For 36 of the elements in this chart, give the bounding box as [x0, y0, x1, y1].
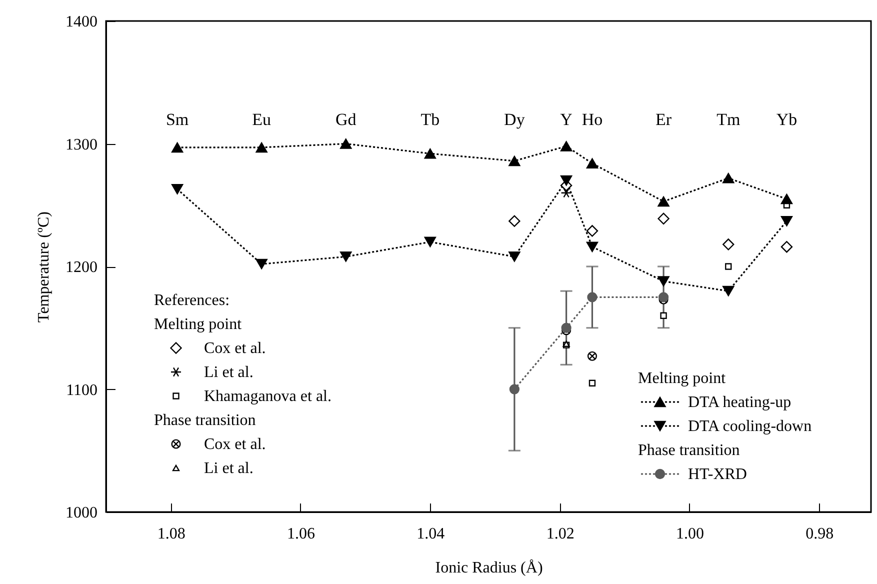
y-tick-label: 1400 [66, 14, 98, 30]
annotation: Tm [716, 110, 740, 129]
y-axis-title: Temperature (ºC) [36, 212, 52, 322]
x-tick-label: 0.98 [806, 526, 834, 542]
annotation: Ho [582, 110, 603, 129]
x-tick-label: 1.00 [676, 526, 704, 542]
annotation: References: [154, 292, 230, 309]
annotation: Eu [252, 110, 272, 129]
annotation: Sm [166, 110, 189, 129]
annotation: Melting point [638, 370, 726, 387]
annotation: Melting point [154, 316, 242, 333]
x-tick-label: 1.06 [286, 526, 315, 542]
x-axis-title: Ionic Radius (Å) [435, 558, 543, 576]
legend-label: Li et al. [204, 364, 254, 381]
annotation: Dy [504, 110, 526, 129]
x-tick-label: 1.04 [416, 526, 445, 542]
annotation: Yb [776, 110, 798, 129]
legend-label: Khamaganova et al. [204, 388, 332, 405]
y-tick-label: 1000 [66, 504, 98, 522]
legend-label: HT-XRD [688, 466, 747, 483]
x-tick-label: 1.02 [546, 526, 574, 542]
legend-label: DTA cooling-down [688, 418, 812, 435]
legend-label: Li et al. [204, 460, 254, 477]
annotation: Gd [335, 110, 357, 129]
y-tick-label: 1100 [66, 382, 98, 399]
legend-label: Cox et al. [204, 340, 266, 357]
annotation: Phase transition [154, 412, 256, 429]
legend-label: DTA heating-up [688, 394, 792, 411]
y-tick-label: 1200 [66, 259, 98, 276]
annotation: Y [560, 110, 572, 129]
annotation: Phase transition [638, 442, 740, 459]
legend-label: Cox et al. [204, 436, 266, 453]
annotation: Er [656, 110, 672, 129]
x-tick-label: 1.08 [157, 526, 186, 542]
y-tick-label: 1300 [66, 136, 98, 154]
annotation: Tb [420, 110, 440, 129]
